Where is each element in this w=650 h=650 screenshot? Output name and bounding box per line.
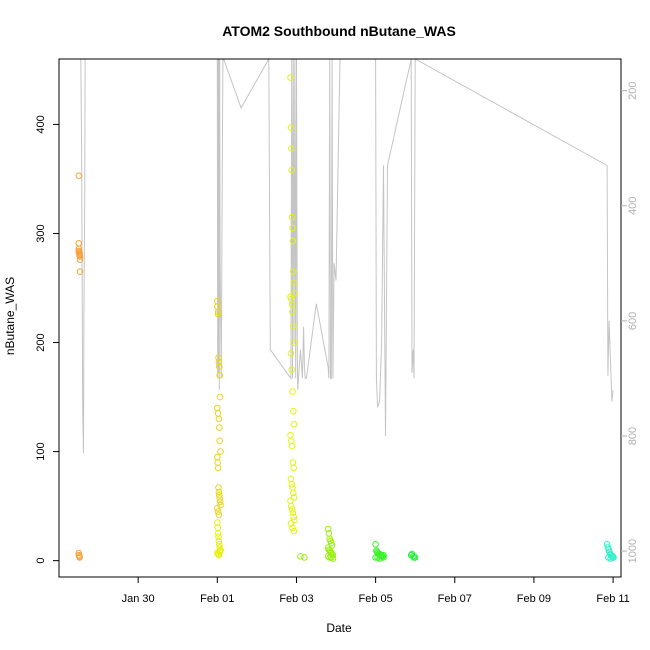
data-point [215,488,223,496]
plot-area [75,57,617,562]
data-point [288,481,296,488]
y2-tick-label: 1000 [627,539,639,563]
data-point [288,442,296,450]
data-point [215,533,222,541]
data-point [75,549,83,557]
data-point [214,508,222,515]
data-point [291,517,298,524]
y-tick-label: 100 [35,442,47,460]
data-point [301,554,308,561]
y2-tick-label: 800 [627,427,639,445]
data-point [214,464,222,472]
data-point [290,322,297,330]
data-point [290,489,297,497]
data-point [287,124,295,131]
data-point [76,256,84,264]
data-point [216,393,224,401]
data-point [288,301,296,308]
data-point [216,372,223,379]
data-point [376,555,383,562]
data-point [290,464,298,472]
data-point [214,530,222,537]
data-point [216,363,223,370]
secondary-series-line [80,57,614,454]
data-point [215,415,223,423]
data-point [287,520,295,527]
y-tick-label: 400 [35,115,47,133]
data-point [290,339,298,346]
plot-frame [58,58,622,578]
data-point [287,74,294,81]
x-tick-label: Jan 30 [122,593,155,605]
y-tick-label: 0 [35,558,47,564]
data-point [290,421,298,428]
y2-tick-label: 200 [627,82,639,100]
data-point [214,308,222,316]
data-point [288,366,296,374]
data-point [372,554,379,561]
x-tick-label: Feb 09 [517,593,551,605]
x-axis-label: Date [326,621,352,635]
data-point [215,484,222,491]
data-point [609,554,617,561]
x-tick-label: Feb 01 [200,593,234,605]
y-tick-label: 200 [35,333,47,351]
data-point [214,505,221,512]
data-point [216,437,223,445]
y-axis-label: nButane_WAS [3,277,17,355]
data-point [408,550,416,558]
data-point [289,509,297,517]
data-point [290,268,297,276]
data-point [216,495,223,502]
axes: Jan 30 Feb 01 Feb 03 Feb 05 Feb 07 Feb 09 Feb … [35,82,639,605]
y2-tick-label: 400 [627,197,639,215]
data-point [290,407,297,415]
data-point [216,424,223,431]
data-point [289,388,296,395]
data-point [76,554,83,561]
chart-title: ATOM2 Southbound nButane_WAS [222,23,456,39]
data-point [290,527,298,535]
data-point [76,268,84,276]
data-point [297,553,304,560]
y-tick-label: 300 [35,224,47,242]
data-point [289,524,296,532]
data-point [290,279,298,286]
data-point [289,237,297,245]
data-point [216,491,223,499]
data-point [372,541,379,548]
data-point [214,310,222,318]
data-point [328,554,335,561]
data-point [217,546,224,554]
data-point [289,224,296,232]
data-point [324,525,332,533]
data-point [289,308,296,316]
data-point [288,145,295,152]
data-point [287,350,295,357]
data-point [288,502,295,510]
data-point [215,358,223,366]
data-point [288,166,296,174]
data-point [215,537,223,545]
data-point [288,506,296,513]
x-tick-label: Feb 11 [596,593,629,605]
data-point [215,511,223,519]
data-point [410,554,418,561]
data-point [380,551,387,559]
x-tick-label: Feb 05 [358,593,392,605]
data-point [217,448,224,455]
data-point [216,498,224,506]
data-point [290,513,298,521]
data-point [215,354,222,362]
data-point [290,494,298,501]
y2-tick-label: 600 [627,312,639,330]
x-tick-label: Feb 07 [438,593,472,605]
data-point [75,172,83,179]
data-point [329,555,337,562]
x-tick-label: Feb 03 [279,593,313,605]
data-point [288,213,296,221]
data-point [76,253,84,260]
